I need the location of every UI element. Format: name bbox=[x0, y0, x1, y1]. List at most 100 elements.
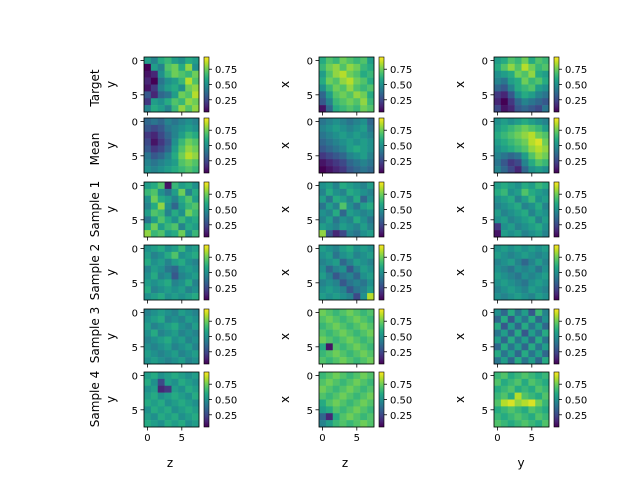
heatmap-cell bbox=[528, 159, 536, 167]
heatmap-cell bbox=[514, 91, 522, 99]
heatmap-cell bbox=[360, 309, 368, 317]
heatmap-cell bbox=[500, 413, 509, 421]
heatmap-cell bbox=[164, 265, 172, 273]
heatmap-cell bbox=[521, 91, 529, 99]
heatmap-cell bbox=[164, 188, 172, 197]
heatmap-cell bbox=[171, 98, 179, 106]
heatmap-cell bbox=[319, 357, 327, 365]
heatmap-cell bbox=[521, 286, 529, 294]
heatmap-cell bbox=[171, 131, 179, 139]
colorbar bbox=[203, 308, 210, 365]
heatmap-cell bbox=[339, 70, 347, 78]
heatmap-cell bbox=[535, 293, 543, 301]
heatmap-cell bbox=[164, 182, 172, 190]
heatmap-cell bbox=[144, 209, 152, 217]
heatmap-cell bbox=[332, 413, 340, 421]
heatmap-cell bbox=[528, 216, 536, 224]
heatmap-cell bbox=[157, 336, 165, 344]
heatmap-cell bbox=[144, 152, 152, 160]
heatmap-cell bbox=[542, 350, 550, 358]
heatmap-cell bbox=[325, 350, 334, 358]
heatmap-cell bbox=[528, 195, 536, 203]
heatmap-cell bbox=[339, 350, 347, 358]
colorbar-tick-label: 0.25 bbox=[215, 284, 237, 295]
heatmap-cell bbox=[507, 188, 515, 197]
panel-6-1: 0 5 0 5 y 0.25 0.50 0.75 bbox=[104, 371, 237, 444]
heatmap-cell bbox=[150, 209, 159, 217]
heatmap-cell bbox=[332, 159, 340, 167]
y-tick-label: 5 bbox=[482, 152, 488, 163]
heatmap-cell bbox=[325, 77, 334, 85]
heatmap-cell bbox=[528, 98, 536, 106]
heatmap-cell bbox=[192, 188, 200, 197]
axis-ylabel: y bbox=[104, 333, 118, 340]
heatmap-cell bbox=[500, 265, 509, 273]
colorbar-tick-label: 0.50 bbox=[215, 81, 237, 92]
heatmap-cell bbox=[542, 84, 550, 92]
heatmap-cell bbox=[171, 406, 179, 414]
xlabel-col-1: z bbox=[167, 456, 173, 470]
y-tick-label: 0 bbox=[307, 244, 313, 255]
y-tick-label: 5 bbox=[132, 152, 138, 163]
heatmap-cell bbox=[178, 131, 186, 139]
heatmap-cell bbox=[339, 195, 347, 203]
heatmap-cell bbox=[319, 216, 327, 224]
heatmap-cell bbox=[332, 357, 340, 365]
panel-3-2: 0 5 x 0.25 0.50 0.75 bbox=[278, 181, 412, 241]
heatmap-cell bbox=[542, 286, 550, 294]
heatmap-cell bbox=[494, 329, 502, 337]
panel-4-1: 0 5 y 0.25 0.50 0.75 bbox=[104, 244, 237, 304]
heatmap-cell bbox=[494, 131, 502, 139]
heatmap-cell bbox=[171, 399, 179, 407]
heatmap-cell bbox=[192, 216, 200, 224]
heatmap-cell bbox=[494, 70, 502, 78]
colorbar bbox=[378, 308, 385, 365]
heatmap-cell bbox=[500, 350, 509, 358]
heatmap-cell bbox=[185, 385, 193, 393]
heatmap-cell bbox=[360, 131, 368, 139]
heatmap-cell bbox=[514, 145, 522, 153]
heatmap-cell bbox=[171, 372, 179, 380]
row-label-mean: Mean bbox=[88, 133, 102, 166]
heatmap-cell bbox=[360, 286, 368, 294]
heatmap-cell bbox=[185, 138, 193, 146]
heatmap-cell bbox=[178, 138, 186, 146]
heatmap-cell bbox=[319, 98, 327, 106]
heatmap-cell bbox=[494, 182, 502, 190]
heatmap-cell bbox=[521, 420, 529, 428]
heatmap-cell bbox=[325, 105, 334, 113]
heatmap-cell bbox=[319, 251, 327, 260]
heatmap-cell bbox=[185, 286, 193, 294]
heatmap-frame bbox=[143, 56, 200, 113]
heatmap-cell bbox=[325, 265, 334, 273]
heatmap-cell bbox=[367, 131, 375, 139]
heatmap-cell bbox=[514, 131, 522, 139]
heatmap-cell bbox=[164, 329, 172, 337]
heatmap-cell bbox=[360, 265, 368, 273]
heatmap-cell bbox=[178, 258, 186, 266]
heatmap-cell bbox=[353, 286, 361, 294]
heatmap-cell bbox=[360, 84, 368, 92]
heatmap-cell bbox=[521, 279, 529, 287]
heatmap-cell bbox=[178, 336, 186, 344]
heatmap-cell bbox=[192, 413, 200, 421]
heatmap-cell bbox=[521, 251, 529, 260]
heatmap-cell bbox=[325, 166, 334, 174]
heatmap-cell bbox=[157, 413, 165, 421]
heatmap-cell bbox=[507, 406, 515, 414]
heatmap-cell bbox=[535, 399, 543, 407]
heatmap-cell bbox=[171, 195, 179, 203]
heatmap-cell bbox=[332, 372, 340, 380]
heatmap-cell bbox=[367, 182, 375, 190]
heatmap-cell bbox=[494, 159, 502, 167]
heatmap-cell bbox=[521, 350, 529, 358]
heatmap-cell bbox=[150, 372, 159, 380]
colorbar bbox=[553, 244, 560, 301]
colorbar-tick-label: 0.75 bbox=[565, 190, 587, 201]
heatmap-cell bbox=[500, 182, 509, 190]
heatmap-cell bbox=[332, 223, 340, 231]
heatmap-cell bbox=[192, 265, 200, 273]
heatmap-cell bbox=[150, 336, 159, 344]
heatmap-cell bbox=[332, 251, 340, 260]
heatmap-cell bbox=[319, 138, 327, 146]
